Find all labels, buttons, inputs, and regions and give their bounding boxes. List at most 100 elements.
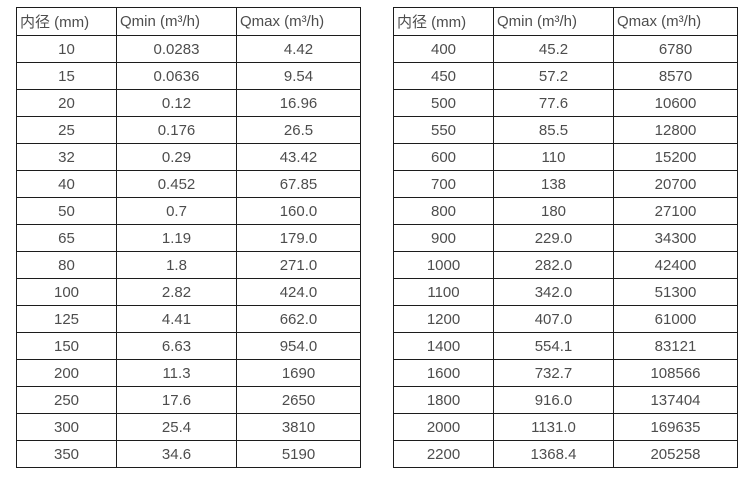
qmin-cell: 25.4 [116,413,237,441]
diameter-cell: 2000 [393,413,494,441]
qmin-cell: 1131.0 [493,413,614,441]
qmax-header: Qmax (m³/h) [236,7,361,36]
diameter-cell: 100 [16,278,117,306]
qmin-cell: 0.12 [116,89,237,117]
table-row: 40 0.452 67.85 [16,170,361,198]
table-row: 65 1.19 179.0 [16,224,361,252]
qmin-cell: 0.7 [116,197,237,225]
diameter-cell: 500 [393,89,494,117]
qmax-cell: 424.0 [236,278,361,306]
table-row: 1000 282.0 42400 [393,251,738,279]
table-row: 80 1.8 271.0 [16,251,361,279]
qmax-cell: 67.85 [236,170,361,198]
qmax-cell: 9.54 [236,62,361,90]
table-row: 150 6.63 954.0 [16,332,361,360]
qmax-cell: 4.42 [236,35,361,63]
table-row: 50 0.7 160.0 [16,197,361,225]
qmax-header: Qmax (m³/h) [613,7,738,36]
qmax-cell: 27100 [613,197,738,225]
table-row: 20 0.12 16.96 [16,89,361,117]
qmin-cell: 1.19 [116,224,237,252]
qmin-cell: 0.176 [116,116,237,144]
diameter-cell: 20 [16,89,117,117]
header-row: 内径 (mm) Qmin (m³/h) Qmax (m³/h) [16,7,361,36]
qmin-cell: 2.82 [116,278,237,306]
qmin-cell: 407.0 [493,305,614,333]
qmin-cell: 0.452 [116,170,237,198]
qmin-cell: 57.2 [493,62,614,90]
table-row: 32 0.29 43.42 [16,143,361,171]
diameter-cell: 800 [393,197,494,225]
qmin-cell: 342.0 [493,278,614,306]
qmax-cell: 205258 [613,440,738,468]
diameter-cell: 700 [393,170,494,198]
qmin-header: Qmin (m³/h) [493,7,614,36]
table-row: 10 0.0283 4.42 [16,35,361,63]
diameter-cell: 15 [16,62,117,90]
qmin-cell: 0.29 [116,143,237,171]
diameter-cell: 25 [16,116,117,144]
diameter-cell: 1800 [393,386,494,414]
diameter-cell: 400 [393,35,494,63]
table-row: 500 77.6 10600 [393,89,738,117]
table-row: 450 57.2 8570 [393,62,738,90]
qmax-cell: 662.0 [236,305,361,333]
qmin-cell: 1368.4 [493,440,614,468]
table-row: 600 110 15200 [393,143,738,171]
qmin-cell: 282.0 [493,251,614,279]
qmax-cell: 179.0 [236,224,361,252]
qmax-cell: 6780 [613,35,738,63]
qmin-header: Qmin (m³/h) [116,7,237,36]
table-row: 1200 407.0 61000 [393,305,738,333]
qmin-cell: 229.0 [493,224,614,252]
diameter-cell: 600 [393,143,494,171]
table-row: 2200 1368.4 205258 [393,440,738,468]
qmin-cell: 6.63 [116,332,237,360]
table-row: 1100 342.0 51300 [393,278,738,306]
diameter-cell: 2200 [393,440,494,468]
table-row: 550 85.5 12800 [393,116,738,144]
diameter-cell: 125 [16,305,117,333]
qmax-cell: 10600 [613,89,738,117]
diameter-cell: 1200 [393,305,494,333]
diameter-cell: 900 [393,224,494,252]
table-row: 300 25.4 3810 [16,413,361,441]
qmax-cell: 61000 [613,305,738,333]
qmin-cell: 85.5 [493,116,614,144]
qmax-cell: 8570 [613,62,738,90]
table-row: 400 45.2 6780 [393,35,738,63]
table-row: 200 11.3 1690 [16,359,361,387]
table-row: 1800 916.0 137404 [393,386,738,414]
diameter-cell: 10 [16,35,117,63]
table-row: 100 2.82 424.0 [16,278,361,306]
qmax-cell: 83121 [613,332,738,360]
qmax-cell: 137404 [613,386,738,414]
qmax-cell: 12800 [613,116,738,144]
diameter-header: 内径 (mm) [393,7,494,36]
qmax-cell: 20700 [613,170,738,198]
qmax-cell: 51300 [613,278,738,306]
diameter-cell: 550 [393,116,494,144]
qmin-cell: 17.6 [116,386,237,414]
qmin-cell: 34.6 [116,440,237,468]
qmax-cell: 34300 [613,224,738,252]
qmax-cell: 15200 [613,143,738,171]
qmax-cell: 43.42 [236,143,361,171]
qmin-cell: 110 [493,143,614,171]
qmax-cell: 160.0 [236,197,361,225]
qmax-cell: 271.0 [236,251,361,279]
diameter-cell: 65 [16,224,117,252]
qmax-cell: 5190 [236,440,361,468]
qmax-cell: 169635 [613,413,738,441]
diameter-cell: 50 [16,197,117,225]
qmin-cell: 4.41 [116,305,237,333]
qmax-cell: 3810 [236,413,361,441]
tables-container: 内径 (mm) Qmin (m³/h) Qmax (m³/h) 10 0.0283 4.4… [16,7,738,468]
table-row: 250 17.6 2650 [16,386,361,414]
diameter-cell: 40 [16,170,117,198]
diameter-cell: 300 [16,413,117,441]
qmin-cell: 138 [493,170,614,198]
qmax-cell: 16.96 [236,89,361,117]
table-row: 900 229.0 34300 [393,224,738,252]
